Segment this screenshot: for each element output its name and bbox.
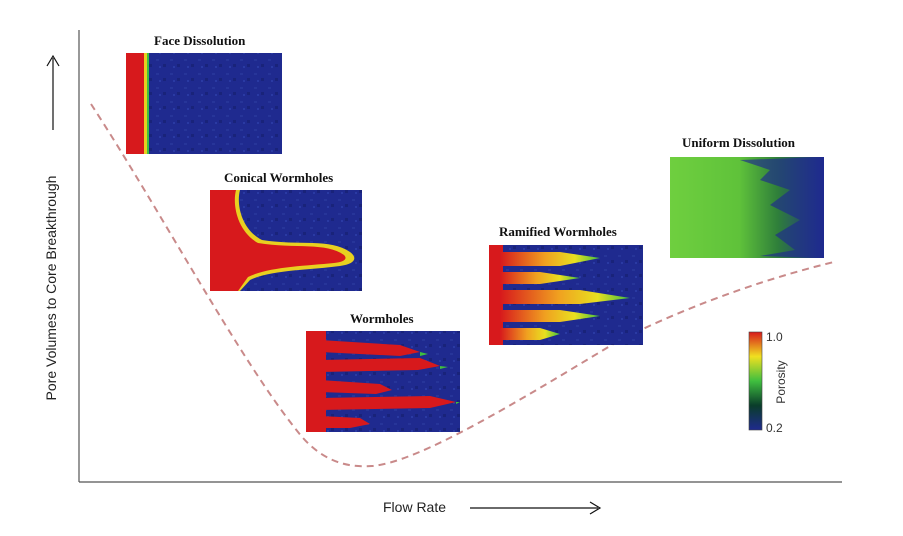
porosity-colorbar	[748, 331, 763, 431]
conical-wormholes-title: Conical Wormholes	[224, 170, 334, 185]
colorbar-min-label: 0.2	[766, 421, 783, 435]
wormholes-image	[306, 331, 460, 432]
wormholes-title: Wormholes	[350, 311, 414, 326]
y-axis-label: Pore Volumes to Core Breakthrough	[43, 175, 59, 401]
x-axis-arrow	[470, 501, 602, 515]
face-dissolution-title: Face Dissolution	[154, 33, 246, 48]
uniform-dissolution-image	[670, 157, 824, 258]
face-dissolution-image	[126, 53, 282, 154]
y-axis-arrow	[46, 54, 60, 130]
conical-wormholes-image	[210, 190, 362, 291]
x-axis-label: Flow Rate	[383, 499, 447, 515]
colorbar-title: Porosity	[774, 360, 788, 404]
colorbar-max-label: 1.0	[766, 330, 783, 344]
ramified-wormholes-image	[489, 245, 643, 345]
ramified-wormholes-title: Ramified Wormholes	[499, 224, 617, 239]
uniform-dissolution-title: Uniform Dissolution	[682, 135, 796, 150]
